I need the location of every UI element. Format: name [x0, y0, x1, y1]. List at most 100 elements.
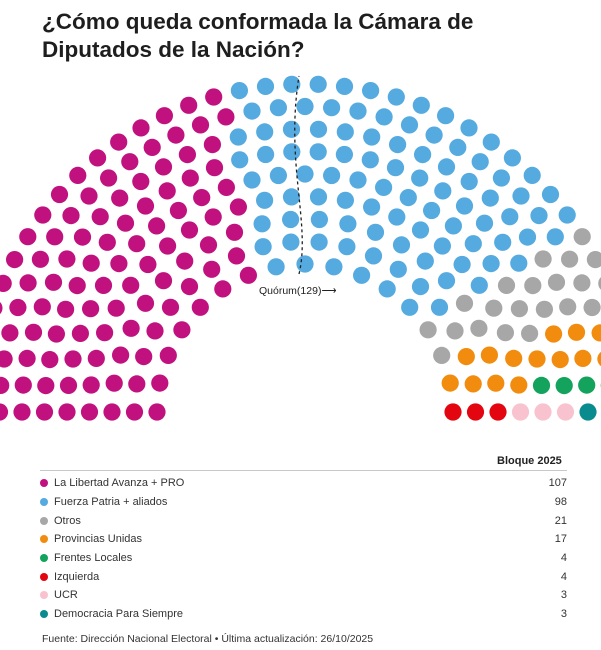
seat-dot [203, 260, 221, 278]
seat-dot [229, 198, 247, 216]
legend-swatch [40, 610, 48, 619]
legend-label: Izquierda [54, 570, 100, 583]
seat-dot [494, 233, 512, 251]
legend-item: Democracia Para Siempre 3 [40, 605, 567, 624]
seat-dot [178, 146, 196, 164]
seat-dot [387, 88, 405, 106]
seat-dot [283, 75, 301, 93]
seat-dot [378, 280, 396, 298]
seat-dot [470, 276, 488, 294]
seat-dot [135, 348, 153, 366]
seat-dot [388, 208, 406, 226]
seat-dot [91, 208, 109, 226]
seat-dot [282, 188, 301, 206]
seat-dot [243, 171, 261, 189]
seat-dot [243, 102, 261, 120]
seat-dot [82, 376, 100, 394]
legend-label: La Libertad Avanza + PRO [54, 477, 185, 490]
seat-dot [239, 266, 257, 284]
seat-dot [34, 206, 52, 224]
seat-dot [69, 166, 87, 184]
legend-value: 4 [560, 570, 567, 583]
seat-dot [453, 255, 471, 274]
legend-value-header: Bloque 2025 [497, 455, 562, 467]
seat-dot [366, 223, 385, 241]
seat-dot [583, 298, 601, 317]
seat-dot [41, 351, 59, 369]
seat-dot [35, 403, 54, 421]
seat-dot [116, 214, 135, 232]
legend-label: Provincias Unidas [54, 533, 143, 546]
seat-dot [282, 210, 300, 229]
seat-dot [159, 346, 177, 364]
seat-dot [225, 223, 244, 241]
seat-dot [362, 82, 380, 100]
seat-dot [510, 254, 528, 272]
seat-dot [257, 145, 275, 164]
seat-dot [353, 266, 371, 284]
seat-dot [173, 321, 191, 339]
seat-dot [59, 376, 78, 394]
seat-dot [256, 123, 274, 141]
seat-dot [191, 298, 209, 316]
seat-dot [375, 108, 393, 126]
seat-dot [136, 197, 155, 215]
seat-dot [464, 375, 482, 393]
seat-dot [148, 403, 166, 421]
parliament-chart: Quórum(129)⟶ [0, 75, 601, 421]
seat-dot [309, 120, 328, 138]
seat-dot [283, 143, 301, 161]
seat-dot [94, 276, 113, 294]
seat-dot [505, 349, 523, 367]
seat-dot [80, 403, 99, 421]
seat-dot [386, 159, 405, 177]
seat-dot [13, 403, 31, 421]
seat-dot [180, 278, 199, 296]
seat-dot [481, 189, 499, 207]
seat-dot [335, 145, 353, 164]
seat-dot [471, 153, 489, 171]
legend: La Libertad Avanza + PRO 107 Fuerza Patr… [40, 474, 567, 624]
seat-dot [455, 294, 474, 312]
seat-dot [591, 324, 601, 342]
seat-dot [107, 299, 125, 317]
seat-dot [556, 403, 575, 421]
seat-dot [437, 158, 456, 176]
seat-dot [155, 107, 173, 125]
legend-swatch [40, 479, 48, 488]
seat-dot [466, 403, 485, 421]
seat-dot [503, 149, 521, 167]
seat-dot [217, 178, 235, 196]
legend-swatch [40, 554, 48, 563]
seat-dot [256, 191, 274, 209]
seat-dot [132, 172, 150, 191]
seat-dot [561, 250, 579, 268]
seat-dot [18, 349, 36, 367]
seat-dot [389, 136, 407, 154]
legend-value: 21 [554, 514, 567, 527]
seat-dot [349, 171, 367, 189]
seat-dot [555, 377, 573, 395]
seat-dot [227, 247, 246, 265]
seat-dot [492, 169, 510, 187]
seat-dot [598, 277, 601, 290]
seat-dot [521, 324, 539, 342]
seat-dot [323, 99, 341, 117]
seat-dot [46, 228, 64, 246]
seat-dot [296, 97, 314, 116]
seat-dot [547, 273, 566, 291]
seat-dot [89, 149, 107, 167]
seat-dot [392, 236, 411, 254]
seat-dot [511, 403, 530, 421]
seat-dot [419, 321, 437, 339]
seat-dot [151, 374, 169, 392]
seat-dot [399, 189, 417, 207]
seat-dot [597, 351, 601, 367]
seat-dot [0, 350, 13, 368]
seat-dot [437, 107, 455, 125]
seat-dot [375, 178, 393, 196]
seat-dot [214, 280, 232, 298]
seat-dot [176, 252, 194, 270]
seat-dot [199, 236, 218, 254]
seat-dot [586, 251, 601, 269]
